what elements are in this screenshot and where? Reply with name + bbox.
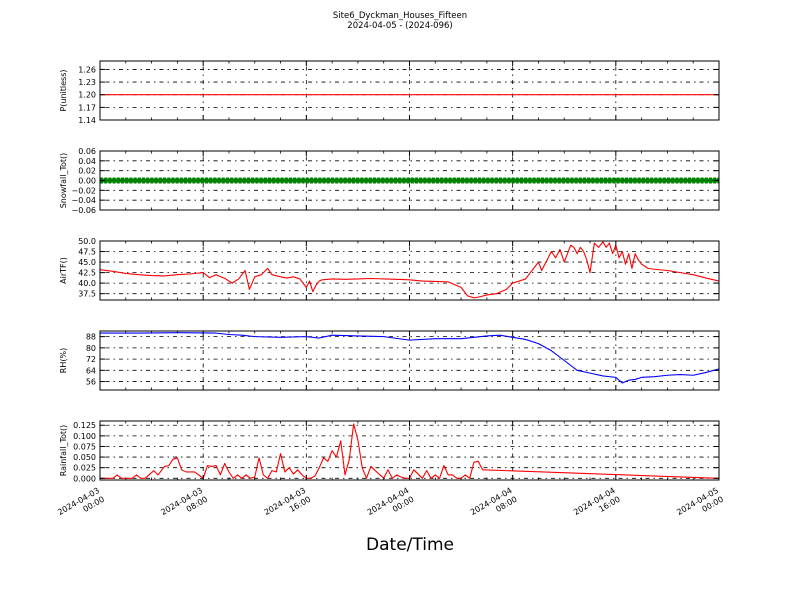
y-tick-label: 1.17 (78, 103, 96, 112)
y-tick-label: 1.26 (78, 65, 96, 74)
x-axis-label: Date/Time (366, 535, 454, 555)
chart-title: Site6_Dyckman_Houses_Fifteen (332, 11, 468, 21)
y-tick-label: 72 (86, 355, 96, 364)
chart-subtitle: 2024-04-05 - (2024-096) (347, 21, 453, 31)
y-tick-label: 1.23 (78, 78, 96, 87)
y-tick-label: 50.0 (78, 237, 96, 246)
series-line-1 (99, 241, 720, 299)
y-tick-label: 0.075 (73, 442, 96, 451)
series-line-1 (100, 423, 720, 479)
y-tick-label: 0.00 (78, 177, 96, 186)
y-tick-label: 47.5 (78, 248, 96, 257)
y-tick-label: 0.06 (78, 147, 96, 156)
y-tick-label: 1.20 (78, 91, 96, 100)
panel-2: −0.06−0.04−0.020.000.020.040.06 Snowfall_… (59, 147, 720, 215)
y-tick-label: 0.050 (73, 453, 96, 462)
panel-4: 56 64 72 80 88 RH(%) (59, 330, 720, 391)
panel-3: 37.5 40.042.5 45.047.5 50.0 AirTF() (59, 237, 720, 301)
y-tick-label: −0.06 (71, 206, 96, 215)
y-tick-label: 37.5 (78, 290, 96, 299)
series-line-1 (100, 332, 720, 384)
y-tick-label: 40.0 (78, 279, 96, 288)
y-tick-label: 0.025 (73, 464, 96, 473)
y-tick-label: 0.04 (78, 157, 96, 166)
y-tick-label: 0.100 (73, 432, 96, 441)
y-axis-label: Rainfall_Tot() (59, 425, 68, 477)
y-axis-label: AirTF() (59, 257, 68, 284)
y-axis-label: Snowfall_Tot() (59, 153, 68, 209)
y-tick-label: 0.02 (78, 167, 96, 176)
chart-header: Site6_Dyckman_Houses_Fifteen 2024-04-05 … (0, 11, 800, 31)
y-axis-label: RH(%) (59, 348, 68, 373)
y-tick-label: 64 (86, 366, 96, 375)
y-tick-label: 0.125 (73, 421, 96, 430)
y-tick-label: 0.000 (73, 474, 96, 483)
y-tick-label: 45.0 (78, 258, 96, 267)
y-axis-label: P(unitless) (59, 69, 68, 111)
y-tick-label: 42.5 (78, 269, 96, 278)
y-tick-label: 80 (86, 344, 96, 353)
y-tick-label: 88 (86, 333, 96, 342)
y-tick-label: 1.14 (78, 116, 96, 125)
y-tick-label: −0.02 (71, 186, 96, 195)
panel-1: 1.14 1.17 1.20 1.23 1.26 P(unitless) (59, 60, 720, 125)
y-tick-label: −0.04 (71, 196, 96, 205)
y-tick-label: 56 (86, 378, 96, 387)
